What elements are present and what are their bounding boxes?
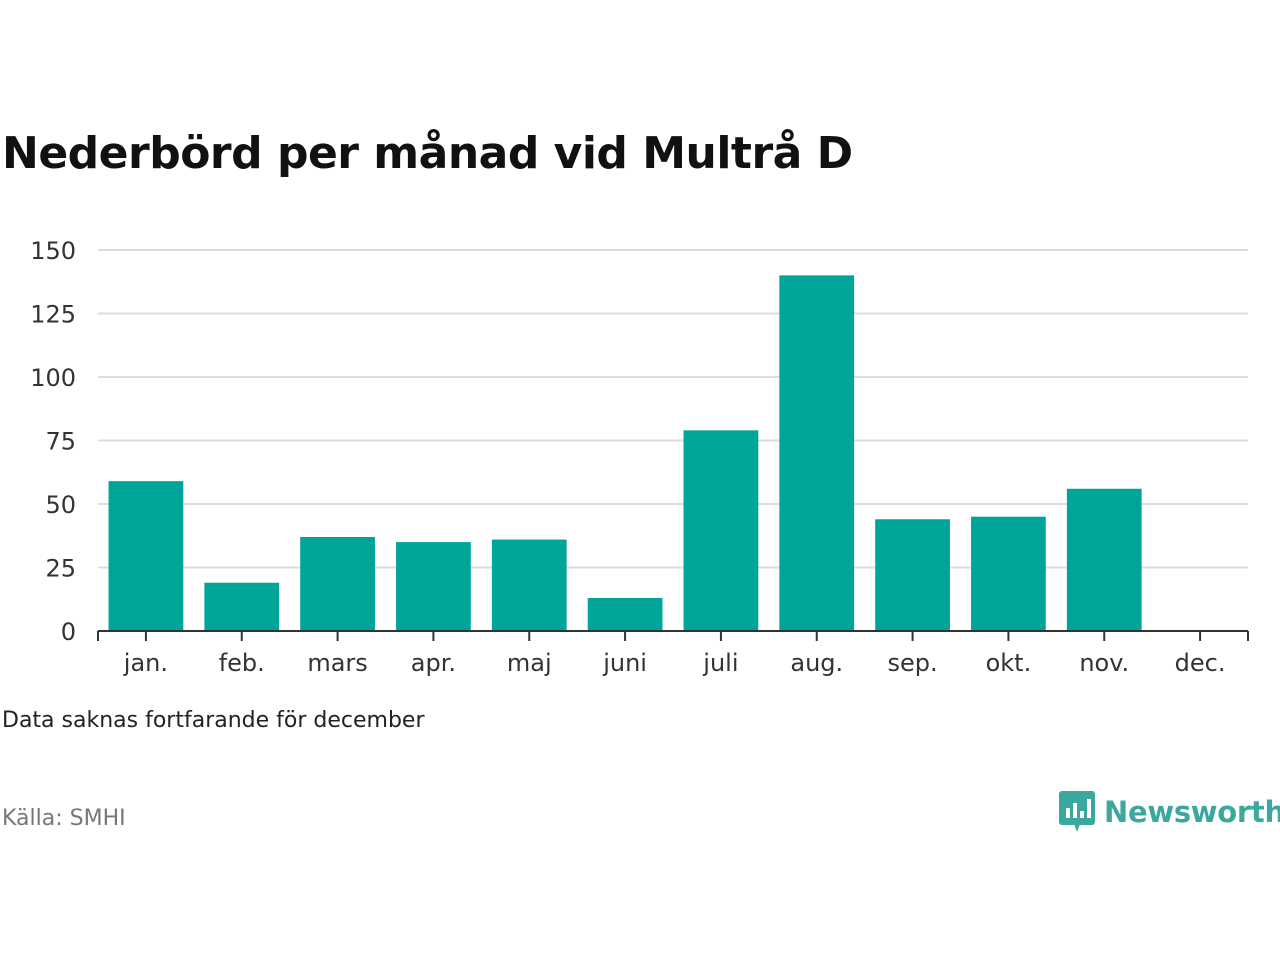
missing-data-note: Data saknas fortfarande för december	[2, 708, 425, 733]
bar-2	[300, 537, 375, 631]
bar-1	[204, 582, 280, 631]
y-tick-label: 25	[45, 555, 76, 583]
y-tick-label: 50	[45, 491, 76, 519]
bar-chart: 0 25 50 75 100 125 150 jan. feb. mars apr. maj juni…	[30, 237, 1249, 677]
bar-6	[683, 430, 759, 631]
x-tick-label: okt.	[986, 649, 1032, 677]
y-tick-label: 150	[30, 237, 76, 265]
bar-10	[1066, 488, 1142, 631]
x-tick-label: juni	[602, 649, 647, 677]
y-tick-label: 75	[45, 428, 76, 456]
x-tick-label: dec.	[1175, 649, 1226, 677]
bar-4	[491, 539, 567, 631]
source-label: Källa: SMHI	[2, 806, 126, 831]
x-tick-label: aug.	[790, 649, 843, 677]
newsworthy-logo-icon	[1059, 791, 1095, 832]
brand-name: Newsworthy	[1104, 795, 1280, 829]
bar-7	[779, 275, 855, 631]
x-tick-label: apr.	[411, 649, 456, 677]
bar-9	[971, 516, 1046, 631]
chart-title: Nederbörd per månad vid Multrå D	[2, 128, 853, 179]
bar-3	[396, 542, 471, 631]
x-tick-label: jan.	[123, 649, 168, 677]
x-axis-ticks: jan. feb. mars apr. maj juni juli aug. sep. okt. n…	[123, 631, 1226, 677]
x-tick-label: nov.	[1079, 649, 1129, 677]
y-tick-label: 0	[61, 618, 76, 646]
bar-0	[108, 481, 184, 631]
x-tick-label: juli	[702, 649, 738, 677]
x-tick-label: feb.	[219, 649, 265, 677]
bar-8	[875, 519, 950, 631]
x-tick-label: maj	[507, 649, 552, 677]
y-tick-label: 125	[30, 301, 76, 329]
x-tick-label: mars	[307, 649, 367, 677]
bars	[108, 275, 1142, 631]
bar-5	[587, 597, 663, 631]
y-tick-label: 100	[30, 364, 76, 392]
x-axis	[97, 630, 1249, 641]
y-axis-ticks: 0 25 50 75 100 125 150	[30, 237, 76, 646]
grid-lines	[98, 249, 1248, 569]
brand-logo: Newsworthy	[1058, 790, 1280, 834]
x-tick-label: sep.	[888, 649, 938, 677]
